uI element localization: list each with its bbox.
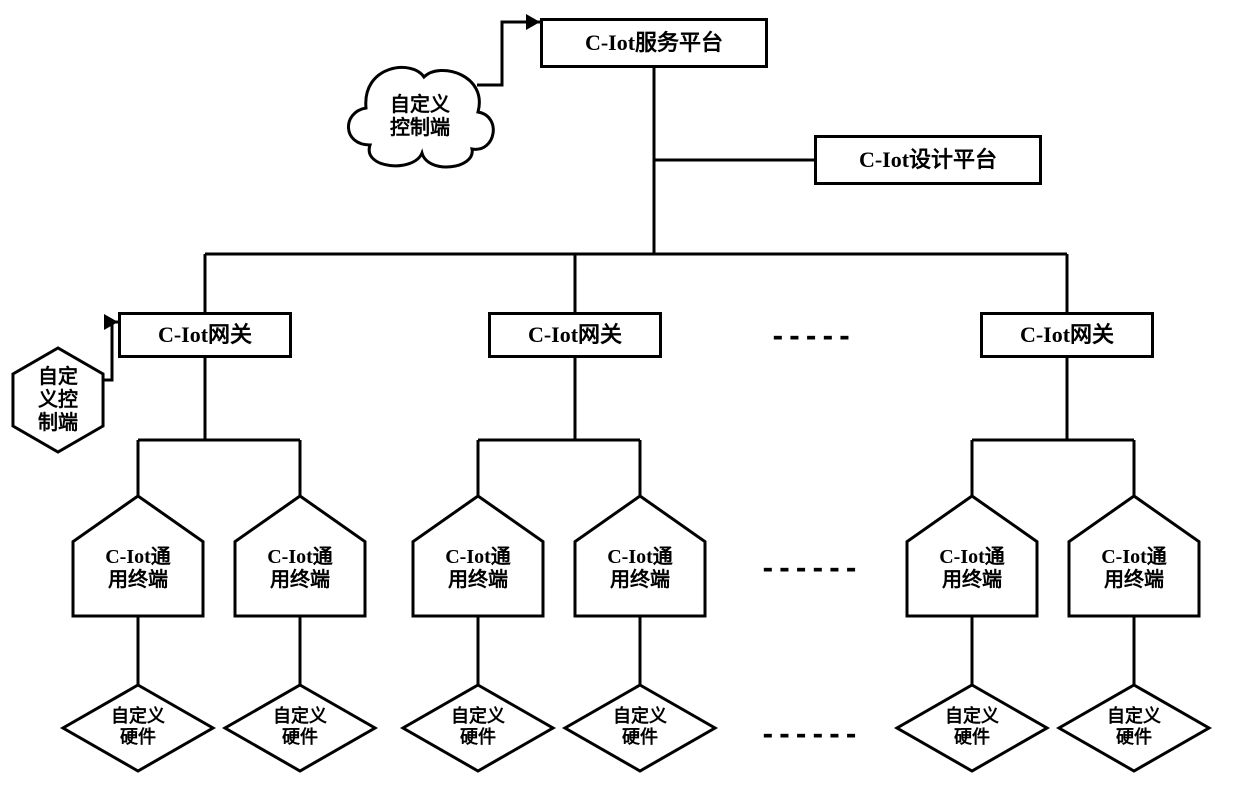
term2-label: C-Iot通用终端 — [235, 546, 365, 592]
hw4-label: 自定义硬件 — [565, 706, 715, 747]
term1-label: C-Iot通用终端 — [73, 546, 203, 592]
hw3-label: 自定义硬件 — [403, 706, 553, 747]
gateway2: C-Iot网关 — [488, 312, 662, 358]
service_platform: C-Iot服务平台 — [540, 18, 768, 68]
term3-label: C-Iot通用终端 — [413, 546, 543, 592]
diagram-canvas: C-Iot服务平台C-Iot设计平台自定义控制端C-Iot网关C-Iot网关C-… — [0, 0, 1240, 786]
term4-label: C-Iot通用终端 — [575, 546, 705, 592]
term5-label: C-Iot通用终端 — [907, 546, 1037, 592]
design_platform: C-Iot设计平台 — [814, 135, 1042, 185]
hw2-label: 自定义硬件 — [225, 706, 375, 747]
hw1-label: 自定义硬件 — [63, 706, 213, 747]
gateway3: C-Iot网关 — [980, 312, 1154, 358]
ellipsis: ------ — [760, 554, 860, 584]
gateway1: C-Iot网关 — [118, 312, 292, 358]
term6-label: C-Iot通用终端 — [1069, 546, 1199, 592]
cloud_ctrl-label: 自定义控制端 — [360, 94, 480, 140]
hw6-label: 自定义硬件 — [1059, 706, 1209, 747]
hex_ctrl-label: 自定义控制端 — [6, 366, 110, 435]
ellipsis: ------ — [760, 720, 860, 750]
ellipsis: ----- — [770, 322, 853, 352]
hw5-label: 自定义硬件 — [897, 706, 1047, 747]
svg-layer — [0, 0, 1240, 786]
